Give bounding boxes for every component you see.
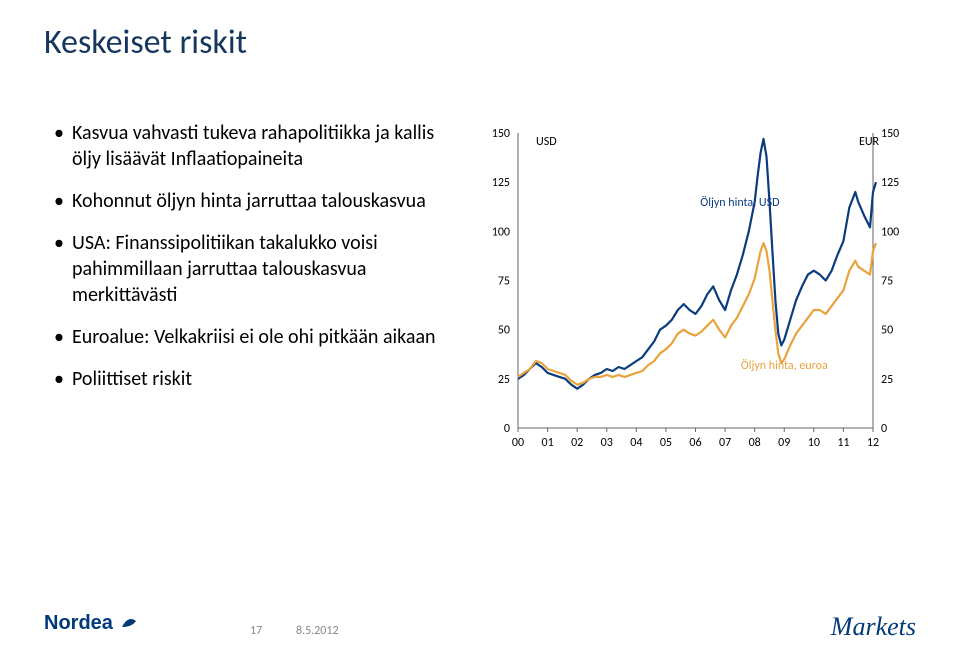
svg-text:08: 08 (749, 436, 761, 450)
svg-text:50: 50 (881, 324, 893, 338)
svg-text:06: 06 (689, 436, 701, 450)
svg-text:Öljyn hinta, euroa: Öljyn hinta, euroa (741, 358, 828, 373)
footer: Nordea 17 8.5.2012 Markets (0, 598, 960, 658)
svg-text:Nordea: Nordea (44, 612, 114, 634)
oil-price-chart: 00252550507575100100125125150150USDEUR00… (478, 128, 908, 458)
bullet-item: Euroalue: Velkakriisi ei ole ohi pitkään… (54, 324, 454, 350)
svg-text:12: 12 (867, 436, 879, 450)
svg-text:100: 100 (492, 225, 510, 239)
svg-text:01: 01 (541, 436, 553, 450)
bullet-item: Kohonnut öljyn hinta jarruttaa talouskas… (54, 188, 454, 214)
svg-text:125: 125 (881, 176, 899, 190)
svg-text:25: 25 (881, 373, 893, 387)
svg-text:50: 50 (498, 324, 510, 338)
svg-text:125: 125 (492, 176, 510, 190)
markets-logo: Markets (831, 612, 916, 642)
svg-text:100: 100 (881, 225, 899, 239)
svg-text:150: 150 (881, 128, 899, 141)
bullet-item: Poliittiset riskit (54, 366, 454, 392)
svg-text:04: 04 (630, 436, 642, 450)
svg-text:75: 75 (498, 275, 510, 289)
svg-text:150: 150 (492, 128, 510, 141)
page-number: 17 (250, 624, 262, 638)
svg-text:USD: USD (536, 135, 557, 149)
bullet-list: Kasvua vahvasti tukeva rahapolitiikka ja… (54, 120, 454, 408)
slide-title: Keskeiset riskit (44, 22, 247, 63)
nordea-logo: Nordea (44, 609, 164, 642)
svg-text:07: 07 (719, 436, 731, 450)
svg-text:05: 05 (660, 436, 672, 450)
svg-text:EUR: EUR (859, 135, 880, 149)
bullet-item: USA: Finanssipolitiikan takalukko voisi … (54, 230, 454, 308)
svg-text:0: 0 (504, 422, 510, 436)
svg-text:00: 00 (512, 436, 524, 450)
svg-text:11: 11 (837, 436, 849, 450)
svg-text:09: 09 (778, 436, 790, 450)
svg-text:25: 25 (498, 373, 510, 387)
bullet-item: Kasvua vahvasti tukeva rahapolitiikka ja… (54, 120, 454, 172)
svg-text:03: 03 (601, 436, 613, 450)
svg-text:10: 10 (808, 436, 820, 450)
footer-date: 8.5.2012 (296, 624, 339, 638)
svg-text:75: 75 (881, 275, 893, 289)
svg-text:02: 02 (571, 436, 583, 450)
svg-text:Öljyn hinta, USD: Öljyn hinta, USD (700, 195, 779, 210)
svg-text:0: 0 (881, 422, 887, 436)
